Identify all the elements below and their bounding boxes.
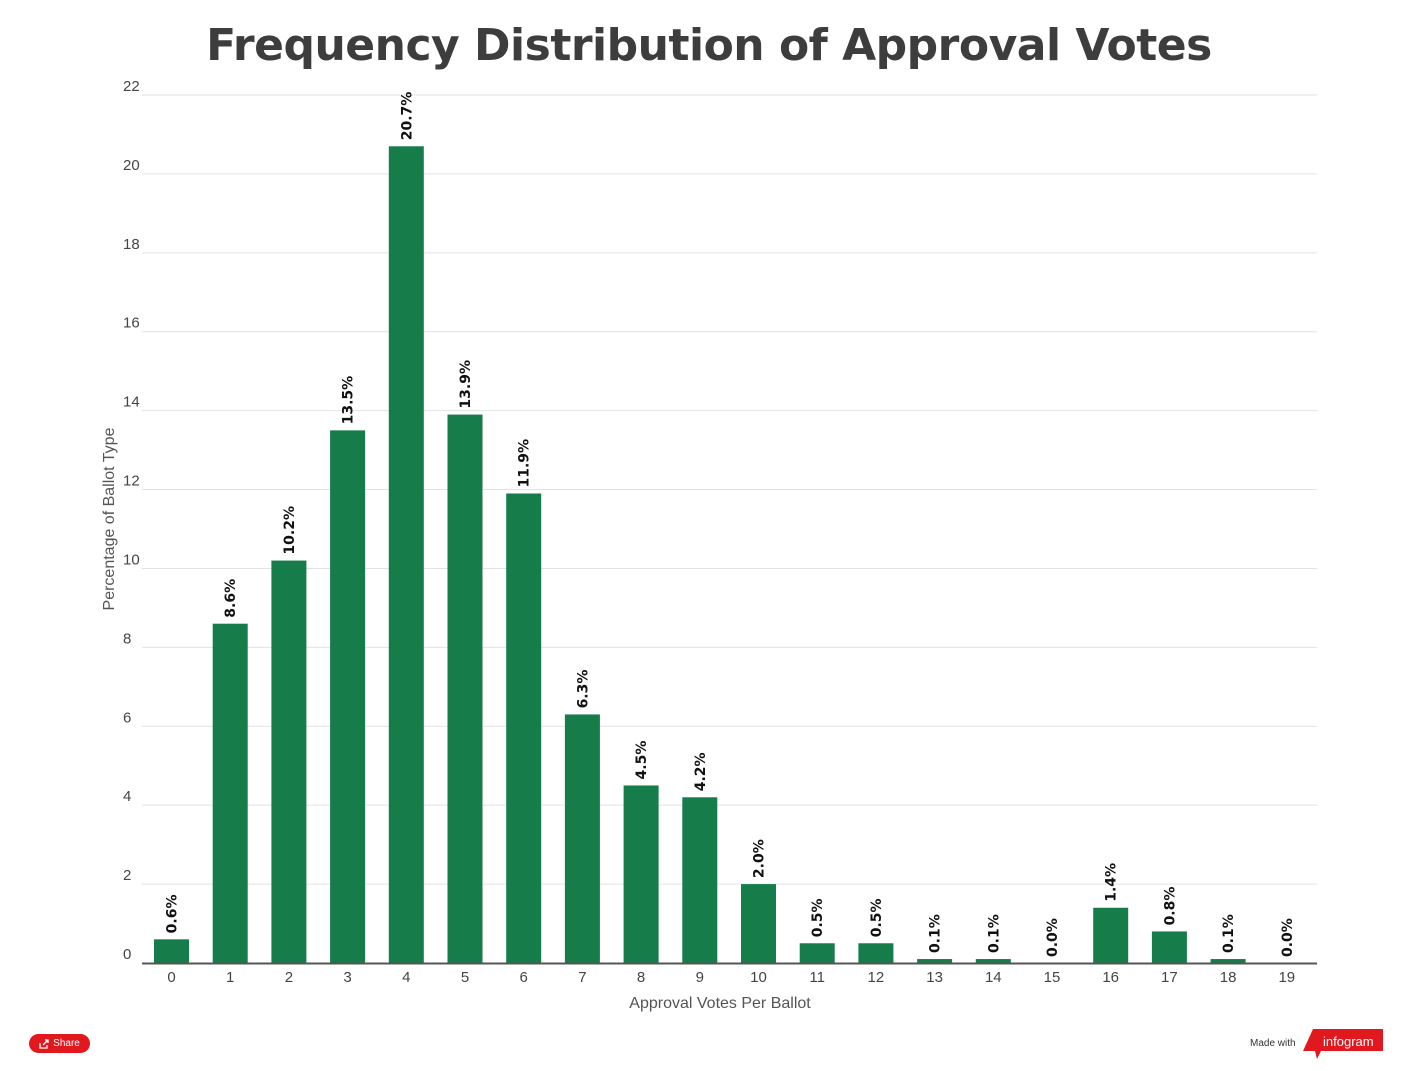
x-tick-label: 4 xyxy=(402,969,410,986)
y-tick-label: 2 xyxy=(123,867,131,884)
bar xyxy=(154,939,189,963)
x-tick-label: 13 xyxy=(926,969,943,986)
x-tick-label: 16 xyxy=(1102,969,1119,986)
y-tick-label: 20 xyxy=(123,157,140,174)
grid-layer xyxy=(142,94,1317,885)
x-tick-label: 14 xyxy=(985,969,1002,986)
infogram-logo[interactable]: infogram xyxy=(1303,1029,1383,1059)
share-label: Share xyxy=(53,1038,80,1049)
data-label: 0.5% xyxy=(810,898,826,937)
x-tick-label: 1 xyxy=(226,969,234,986)
bar xyxy=(1151,931,1187,963)
data-label: 1.4% xyxy=(1104,863,1120,902)
data-label: 0.6% xyxy=(165,894,181,933)
bar xyxy=(564,714,600,963)
y-tick-label: 14 xyxy=(123,394,140,411)
share-icon xyxy=(39,1038,49,1049)
bar xyxy=(1210,959,1246,963)
bar xyxy=(388,146,424,964)
x-tick-label: 17 xyxy=(1161,969,1178,986)
x-tick-label: 3 xyxy=(343,969,351,986)
data-label: 13.5% xyxy=(341,376,357,425)
infogram-logo-shape xyxy=(1303,1029,1383,1059)
x-tick-label: 7 xyxy=(578,969,586,986)
infogram-brand-label: infogram xyxy=(1323,1034,1374,1049)
data-label: 8.6% xyxy=(223,579,239,618)
y-tick-label: 6 xyxy=(123,709,131,726)
bar xyxy=(799,943,835,963)
data-label: 10.2% xyxy=(282,506,298,555)
data-label: 13.9% xyxy=(458,360,474,409)
y-tick-label: 8 xyxy=(123,630,131,647)
data-label: 0.0% xyxy=(1280,918,1296,957)
x-tick-label: 11 xyxy=(809,969,825,986)
y-tick-label: 12 xyxy=(123,473,140,490)
chart-title: Frequency Distribution of Approval Votes xyxy=(206,20,1212,71)
data-label: 6.3% xyxy=(575,670,591,709)
data-label: 0.1% xyxy=(986,914,1002,953)
y-tick-label: 16 xyxy=(123,315,140,332)
data-label-layer: 0.6% 8.6% 10.2% 13.5% 20.7% 13.9% 11.9% 6.3% 4.5… xyxy=(165,92,1296,957)
y-axis-title: Percentage of Ballot Type xyxy=(101,427,118,610)
y-tick-label: 0 xyxy=(123,946,131,963)
y-tick-label: 18 xyxy=(123,236,140,253)
bar xyxy=(917,959,953,963)
data-label: 4.2% xyxy=(693,752,709,791)
bar xyxy=(975,959,1011,963)
data-label: 0.1% xyxy=(1221,914,1237,953)
x-tick-label: 0 xyxy=(167,969,175,986)
bar-layer xyxy=(154,146,1246,964)
data-label: 2.0% xyxy=(752,839,768,878)
bar xyxy=(506,493,542,963)
data-label: 0.0% xyxy=(1045,918,1061,957)
x-tick-label: 19 xyxy=(1278,969,1295,986)
x-tick-label: 2 xyxy=(285,969,293,986)
x-tick-label: 5 xyxy=(461,969,469,986)
y-tick-label: 4 xyxy=(123,788,131,805)
x-tick-label: 10 xyxy=(750,969,767,986)
data-label: 11.9% xyxy=(517,439,533,488)
x-tick-label: 9 xyxy=(696,969,704,986)
x-tick-label: 15 xyxy=(1044,969,1061,986)
bar xyxy=(682,797,718,963)
y-tick-label: 22 xyxy=(123,78,140,95)
x-tick-label: 12 xyxy=(868,969,885,986)
bar xyxy=(858,943,894,963)
data-label: 0.8% xyxy=(1162,887,1178,926)
data-label: 20.7% xyxy=(399,92,415,141)
x-tick-label: 8 xyxy=(637,969,645,986)
x-tick-label: 6 xyxy=(520,969,528,986)
bar xyxy=(330,430,366,963)
data-label: 0.1% xyxy=(928,914,944,953)
data-label: 0.5% xyxy=(869,898,885,937)
share-button[interactable]: Share xyxy=(29,1034,90,1053)
bar xyxy=(271,560,307,963)
bar xyxy=(447,414,483,964)
made-with-text: Made with xyxy=(1250,1038,1296,1049)
bar xyxy=(741,884,776,963)
bar xyxy=(1093,907,1129,963)
bar xyxy=(623,785,659,963)
x-tick-label: 18 xyxy=(1220,969,1237,986)
bar xyxy=(212,623,248,963)
data-label: 4.5% xyxy=(634,741,650,780)
y-tick-label: 10 xyxy=(123,551,140,568)
x-axis-title: Approval Votes Per Ballot xyxy=(629,995,811,1012)
